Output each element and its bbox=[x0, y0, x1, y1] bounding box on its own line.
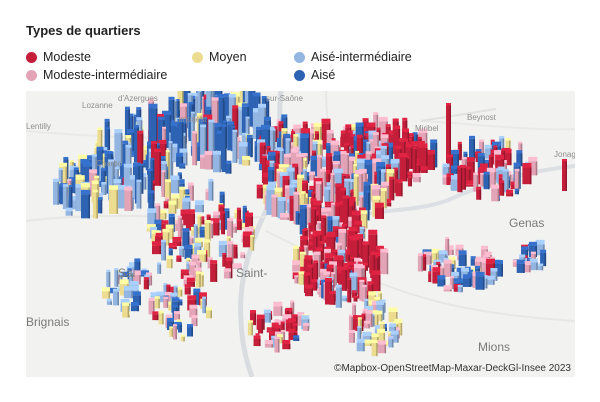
legend-label-modeste: Modeste bbox=[43, 50, 91, 64]
legend: Modeste Moyen Aisé-intermédiaire Modeste… bbox=[26, 50, 586, 86]
place-label-genas: Genas bbox=[509, 216, 545, 230]
legend-item-aise: Aisé bbox=[294, 68, 335, 82]
basemap bbox=[26, 91, 575, 377]
legend-item-aise-intermediaire: Aisé-intermédiaire bbox=[294, 50, 412, 64]
map-3d-lyon[interactable]: Lentilly d'Azergues sur-Saône Beynost Lo… bbox=[26, 91, 575, 377]
legend-swatch-modeste-intermediaire bbox=[26, 69, 37, 81]
legend-item-modeste-intermediaire: Modeste-intermédiaire bbox=[26, 68, 167, 82]
map-attribution: ©Mapbox-OpenStreetMap-Maxar-DeckGl-Insee… bbox=[334, 363, 571, 374]
legend-swatch-modeste bbox=[26, 51, 37, 63]
place-label-miribel: Miribel bbox=[415, 124, 439, 133]
legend-label-aise: Aisé bbox=[311, 68, 336, 82]
place-label-beynost: Beynost bbox=[467, 113, 496, 122]
place-label-charbo: Charbo bbox=[96, 159, 123, 168]
place-label-saone: sur-Saône bbox=[266, 94, 303, 103]
place-label-azergues: d'Azergues bbox=[118, 94, 158, 103]
legend-label-modeste-intermediaire: Modeste-intermédiaire bbox=[43, 68, 168, 82]
place-label-saint: Saint- bbox=[236, 266, 268, 280]
place-label-lozanne: Lozanne bbox=[82, 101, 113, 110]
legend-swatch-moyen bbox=[192, 51, 203, 63]
legend-label-moyen: Moyen bbox=[209, 50, 247, 64]
place-label-jonage: Jonag bbox=[554, 150, 575, 159]
place-label-sai: Sai bbox=[118, 266, 136, 280]
chart-title: Types de quartiers bbox=[26, 23, 141, 38]
legend-item-moyen: Moyen bbox=[192, 50, 247, 64]
place-label-limonest: Limonest bbox=[174, 115, 207, 124]
place-label-mions: Mions bbox=[478, 340, 511, 354]
legend-swatch-aise-intermediaire bbox=[294, 51, 305, 63]
legend-item-modeste: Modeste bbox=[26, 50, 91, 64]
place-label-lentilly: Lentilly bbox=[26, 122, 51, 131]
legend-label-aise-intermediaire: Aisé-intermédiaire bbox=[311, 50, 412, 64]
district-blocks bbox=[52, 91, 567, 357]
place-label-brignais: Brignais bbox=[26, 315, 70, 329]
legend-swatch-aise bbox=[294, 69, 305, 81]
